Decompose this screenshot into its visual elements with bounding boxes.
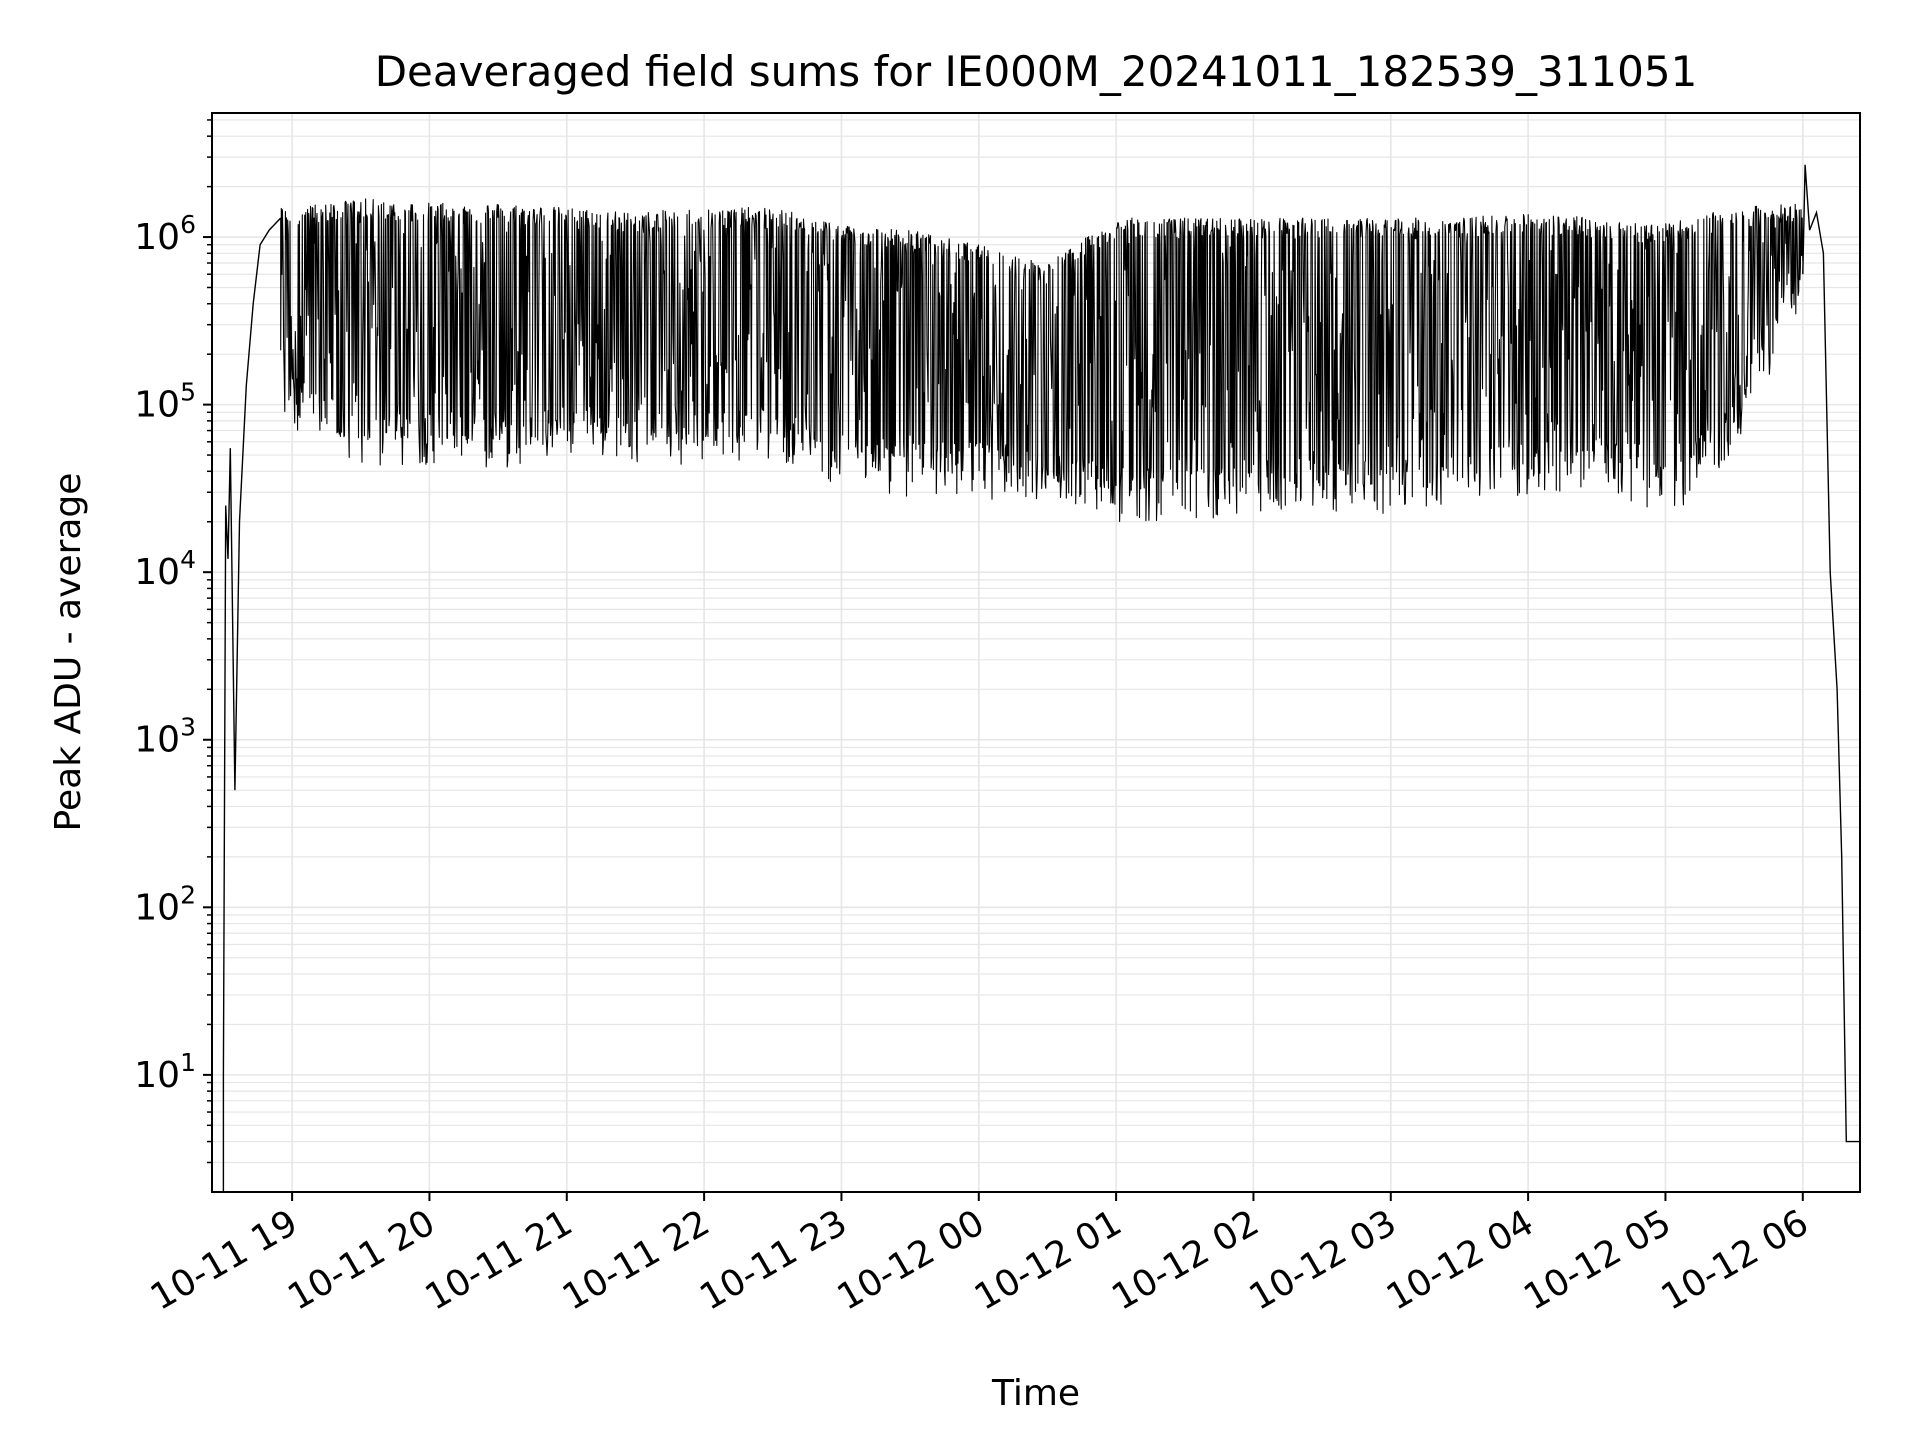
y-axis-label: Peak ADU - average <box>48 473 89 832</box>
chart-title: Deaveraged field sums for IE000M_2024101… <box>375 47 1698 96</box>
y-tick-label: 106 <box>134 210 196 258</box>
y-tick-label: 105 <box>134 378 196 426</box>
x-axis-label: Time <box>991 1373 1080 1414</box>
series-line-rampdown <box>1802 164 1860 1143</box>
y-tick-label: 104 <box>134 545 196 593</box>
plot-area <box>222 164 1860 1192</box>
y-tick-label: 103 <box>134 713 196 761</box>
series-line-rampup <box>222 217 282 1192</box>
series-line-band <box>280 198 1804 523</box>
plot-frame <box>211 112 1861 1193</box>
series-layer <box>222 164 1860 1192</box>
y-tick-label: 101 <box>134 1048 196 1096</box>
y-tick-label: 102 <box>134 880 196 928</box>
y-axis: 101 102 103 104 105 106 <box>134 119 212 1164</box>
